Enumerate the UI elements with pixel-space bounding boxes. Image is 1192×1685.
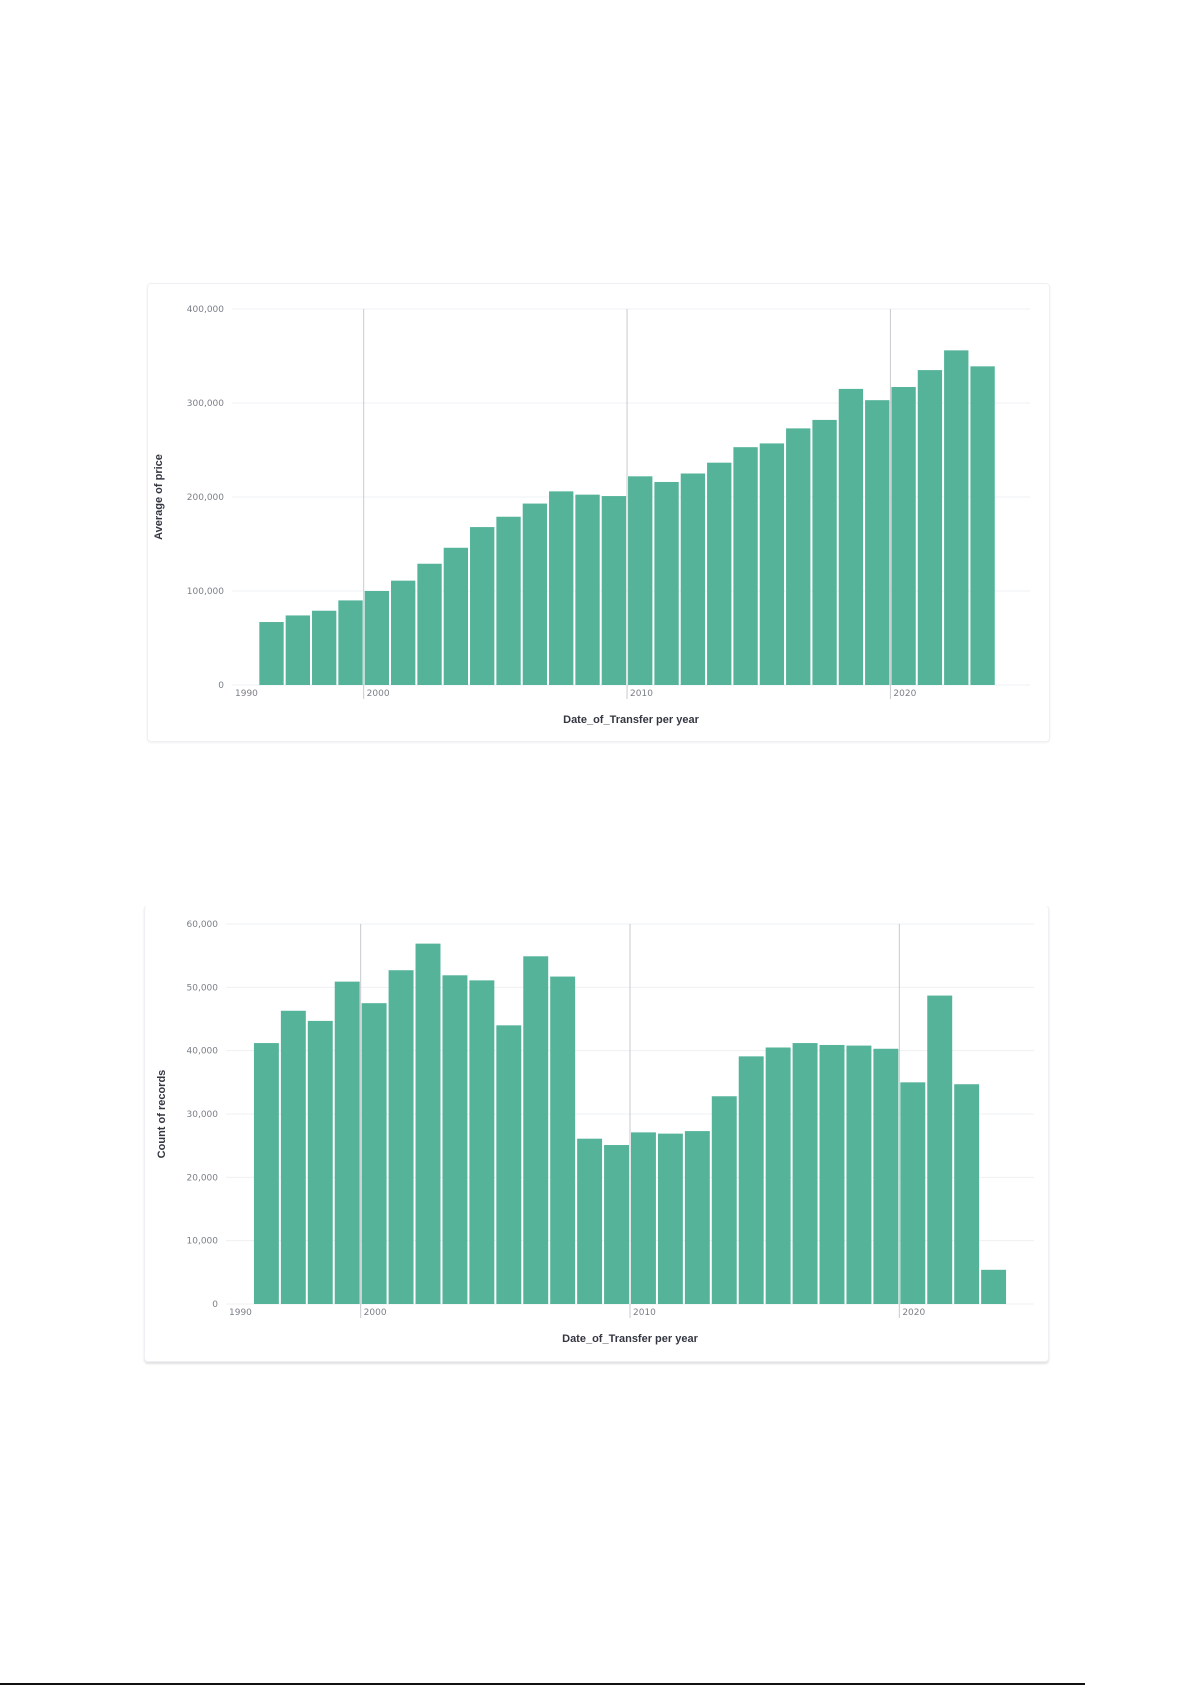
- bar-2005: [496, 516, 521, 685]
- bar-2012: [684, 1131, 710, 1304]
- y-tick-label: 30,000: [187, 1110, 219, 1120]
- bar-2016: [792, 1043, 818, 1304]
- y-tick-label: 200,000: [187, 493, 224, 503]
- bar-2015: [765, 1047, 791, 1304]
- x-tick-label: 2000: [364, 1308, 387, 1318]
- record-count-chart-panel: 0 10,000 20,000 30,000 40,000 50,000 60,000 199…: [144, 905, 1049, 1362]
- bar-2018: [846, 1045, 872, 1304]
- x-tick-label: 1990: [235, 689, 258, 699]
- bar-1997: [285, 615, 311, 685]
- y-tick-label: 20,000: [187, 1173, 219, 1183]
- bar-2000: [361, 1003, 387, 1304]
- bar-2020: [900, 1082, 926, 1304]
- bar-2009: [604, 1145, 629, 1304]
- bar-2008: [575, 494, 600, 685]
- bar-2016: [786, 428, 811, 685]
- bar-2011: [654, 481, 679, 685]
- bar-1999: [338, 600, 363, 685]
- x-axis-title: Date_of_Transfer per year: [563, 714, 699, 726]
- bar-2000: [364, 591, 390, 685]
- bar-2023: [981, 1269, 1007, 1304]
- y-tick-label: 40,000: [187, 1047, 219, 1057]
- bar-2019: [865, 400, 890, 685]
- bar-1998: [307, 1020, 333, 1304]
- bar-2001: [391, 580, 416, 685]
- bar-2013: [711, 1096, 737, 1304]
- x-axis-title: Date_of_Transfer per year: [562, 1333, 698, 1345]
- y-tick-label: 0: [218, 681, 224, 691]
- y-tick-label: 100,000: [187, 587, 224, 597]
- y-tick-label: 50,000: [187, 983, 219, 993]
- record-count-chart: 0 10,000 20,000 30,000 40,000 50,000 60,000 199…: [156, 920, 1034, 1345]
- y-tick-label: 60,000: [187, 920, 219, 930]
- y-tick-label: 10,000: [187, 1237, 219, 1247]
- bar-2006: [522, 503, 548, 685]
- bar-2021: [917, 370, 943, 685]
- bar-2022: [944, 350, 969, 685]
- bar-2010: [628, 476, 653, 685]
- x-tick-label: 2020: [893, 689, 916, 699]
- bar-2005: [496, 1025, 522, 1304]
- x-tick-label: 2020: [902, 1308, 925, 1318]
- bar-2007: [550, 976, 576, 1304]
- bar-2019: [873, 1048, 899, 1304]
- average-price-chart: 0 100,000 200,000 300,000 400,000 1990 2000 201…: [153, 305, 1030, 726]
- bar-1999: [334, 981, 360, 1304]
- bar-2004: [470, 527, 495, 685]
- average-price-chart-panel: 0 100,000 200,000 300,000 400,000 1990 2000 201…: [147, 283, 1050, 742]
- bar-2004: [469, 980, 495, 1304]
- bar-2008: [577, 1138, 603, 1304]
- y-axis-title: Count of records: [156, 1070, 168, 1159]
- page-bottom-rule: [0, 1683, 1085, 1685]
- bar-2011: [657, 1133, 683, 1304]
- bar-2017: [819, 1044, 845, 1304]
- bar-2017: [812, 419, 837, 685]
- x-tick-label: 2000: [367, 689, 390, 699]
- bar-2006: [523, 956, 549, 1304]
- x-tick-label: 1990: [229, 1308, 252, 1318]
- bar-2013: [707, 462, 732, 685]
- bar-2014: [738, 1056, 764, 1304]
- x-tick-label: 2010: [630, 689, 653, 699]
- y-tick-label: 400,000: [187, 305, 224, 315]
- bar-2018: [838, 388, 864, 685]
- bar-1996: [253, 1043, 279, 1304]
- bar-2021: [927, 995, 953, 1304]
- bar-2012: [680, 473, 706, 685]
- bar-2003: [442, 975, 468, 1304]
- bar-2003: [443, 547, 469, 685]
- bar-2001: [388, 970, 414, 1304]
- bar-2020: [891, 387, 916, 685]
- x-tick-label: 2010: [633, 1308, 656, 1318]
- bar-1998: [312, 610, 337, 685]
- bar-2002: [417, 563, 442, 685]
- bar-2015: [759, 443, 785, 685]
- y-tick-label: 0: [212, 1300, 218, 1310]
- y-tick-label: 300,000: [187, 399, 224, 409]
- bar-2022: [954, 1084, 980, 1304]
- bar-2002: [415, 943, 441, 1304]
- y-axis-title: Average of price: [153, 454, 165, 540]
- bar-2007: [549, 491, 574, 685]
- bar-1997: [280, 1010, 306, 1304]
- bar-2023: [970, 366, 995, 685]
- bar-1996: [259, 622, 284, 685]
- bar-2009: [601, 496, 627, 685]
- bar-2014: [733, 447, 758, 685]
- bar-2010: [631, 1132, 656, 1304]
